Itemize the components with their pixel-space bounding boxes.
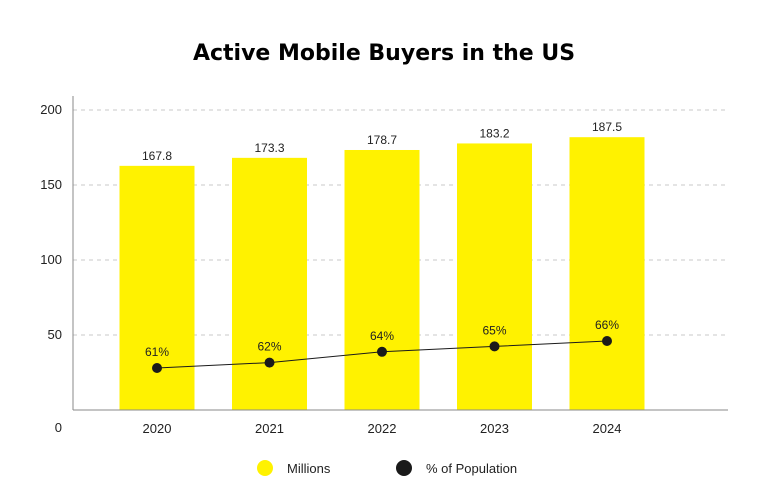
x-tick-label: 2020 — [143, 421, 172, 436]
line-data-label: 61% — [145, 345, 169, 359]
y-tick-label: 0 — [55, 420, 62, 435]
line-series: 61% 62% 64% 65% 66% — [145, 318, 619, 373]
bar-data-label: 178.7 — [367, 133, 397, 147]
bar — [457, 143, 532, 410]
line-point — [152, 363, 162, 373]
x-tick-label: 2021 — [255, 421, 284, 436]
y-axis-ticks: 0 50 100 150 200 — [40, 102, 62, 435]
line-data-label: 62% — [257, 340, 281, 354]
x-tick-label: 2022 — [368, 421, 397, 436]
legend-swatch-percent — [396, 460, 412, 476]
line-point — [377, 346, 387, 357]
line-point — [602, 336, 612, 346]
axes — [72, 96, 728, 411]
bar — [569, 137, 645, 410]
legend-label: % of Population — [426, 461, 517, 476]
y-tick-label: 150 — [40, 177, 62, 192]
bar — [232, 157, 307, 410]
line-data-label: 65% — [482, 323, 506, 337]
x-axis-ticks: 2020 2021 2022 2023 2024 — [143, 421, 622, 436]
line-data-label: 64% — [370, 329, 394, 343]
y-tick-label: 50 — [48, 327, 62, 342]
bar-data-labels: 167.8 173.3 178.7 183.2 187.5 — [142, 120, 622, 163]
y-tick-label: 100 — [40, 252, 62, 267]
legend: Millions % of Population — [257, 460, 517, 476]
bar-data-label: 173.3 — [254, 141, 284, 155]
chart-title: Active Mobile Buyers in the US — [193, 41, 575, 66]
line-point — [489, 341, 500, 352]
y-tick-label: 200 — [40, 102, 62, 117]
legend-swatch-millions — [257, 460, 273, 476]
bar-data-label: 187.5 — [592, 120, 622, 134]
bar-data-label: 167.8 — [142, 149, 172, 163]
line-data-label: 66% — [595, 318, 619, 332]
bar — [344, 149, 420, 410]
x-tick-label: 2024 — [593, 421, 622, 436]
legend-label: Millions — [287, 461, 331, 476]
bar-series — [119, 137, 645, 410]
line-point — [264, 357, 275, 368]
x-tick-label: 2023 — [480, 421, 509, 436]
bar-data-label: 183.2 — [479, 126, 509, 140]
bar — [119, 165, 195, 410]
